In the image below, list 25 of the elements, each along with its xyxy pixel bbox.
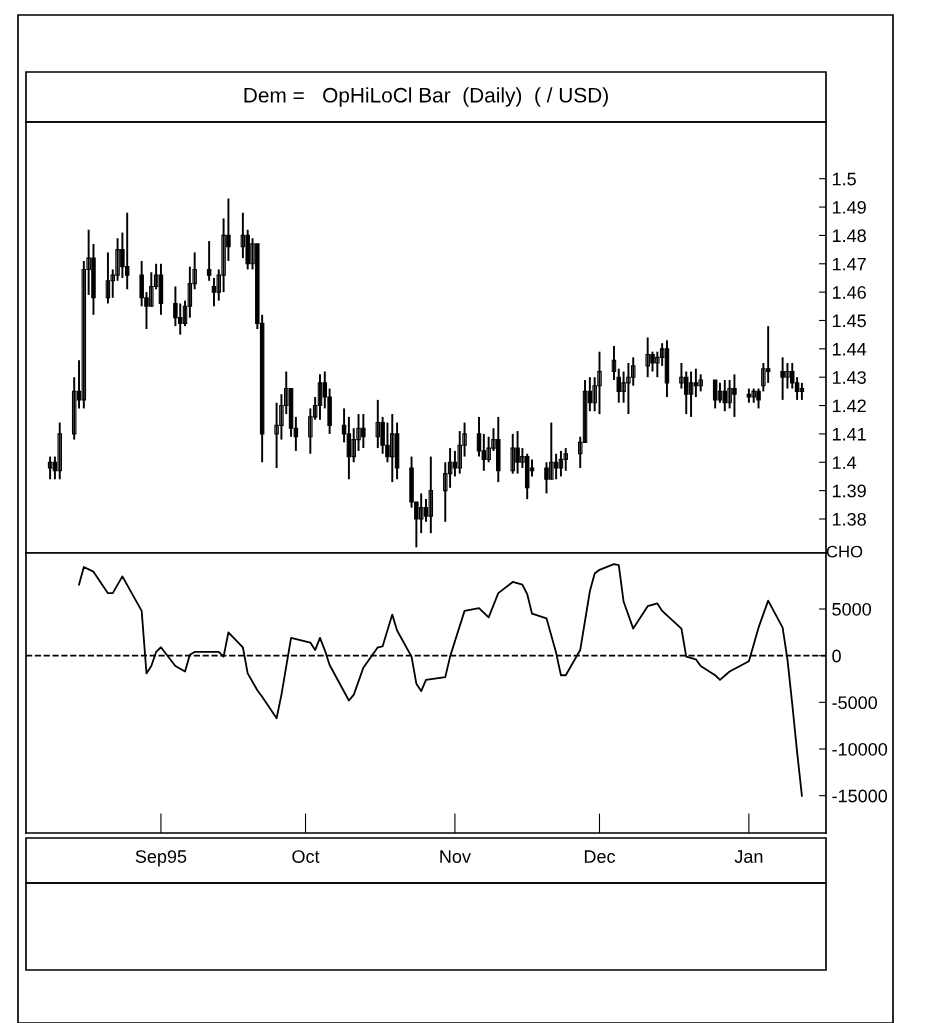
y-tick-label: 1.41	[832, 428, 866, 441]
y-tick-label: -15000	[832, 789, 888, 803]
x-tick-label: Nov	[440, 850, 471, 863]
y-tick-label: 1.46	[832, 286, 866, 299]
y-axis-title: CHO	[826, 545, 863, 558]
y-tick-label: -10000	[832, 742, 888, 756]
x-tick-label: Sep95	[135, 850, 187, 867]
y-tick-label: 1.48	[832, 229, 866, 243]
y-tick-label: 1.42	[832, 399, 866, 413]
y-tick-label: 1.39	[832, 484, 866, 498]
y-tick-label: 1.43	[832, 371, 866, 384]
chart-title: Dem = OpHiLoCl Bar (Daily) ( / USD)	[244, 87, 608, 107]
y-tick-label: 1.44	[832, 342, 867, 356]
y-tick-label: 0	[832, 649, 841, 663]
y-tick-label: 1.5	[832, 172, 856, 186]
x-tick-label: Oct	[292, 850, 320, 863]
y-tick-label: 1.4	[832, 456, 857, 469]
x-tick-label: Jan	[734, 850, 763, 863]
y-tick-label: 1.38	[832, 512, 866, 526]
y-tick-label: 5000	[832, 602, 872, 616]
x-tick-label: Dec	[584, 850, 616, 863]
y-tick-label: 1.47	[832, 257, 866, 271]
y-tick-label: -5000	[832, 696, 878, 710]
y-tick-label: 1.45	[832, 314, 866, 328]
y-tick-label: 1.49	[832, 201, 866, 214]
